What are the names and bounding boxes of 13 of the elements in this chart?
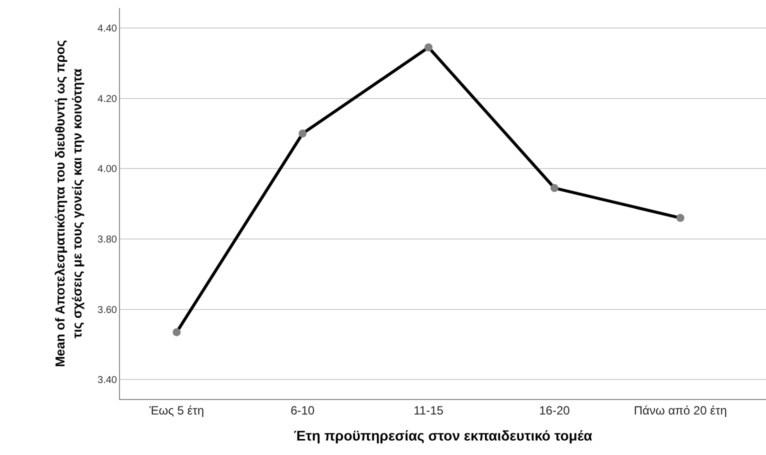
x-tick-label: 11-15 [414, 403, 444, 418]
x-tick-label: 16-20 [539, 403, 570, 418]
y-axis-title: Mean of Αποτελεσματικότητα του διευθυντή ως προς τις σχέσεις με τους γονείς και την κοινότητα [52, 40, 84, 368]
y-tick-label: 3.60 [98, 304, 118, 316]
y-tick-label: 3.40 [98, 375, 118, 386]
y-tick-label: 4.40 [98, 24, 118, 35]
y-tick-label: 3.80 [98, 234, 118, 246]
x-tick-label: Πάνω από 20 έτη [634, 403, 727, 418]
y-tick-label: 4.20 [98, 94, 118, 105]
y-tick-label: 4.00 [98, 164, 118, 176]
x-tick-label: Έως 5 έτη [148, 403, 204, 418]
x-axis-title: Έτη προϋπηρεσίας στον εκπαιδευτικό τομέα [294, 428, 593, 444]
x-tick-label: 6-10 [290, 403, 315, 418]
